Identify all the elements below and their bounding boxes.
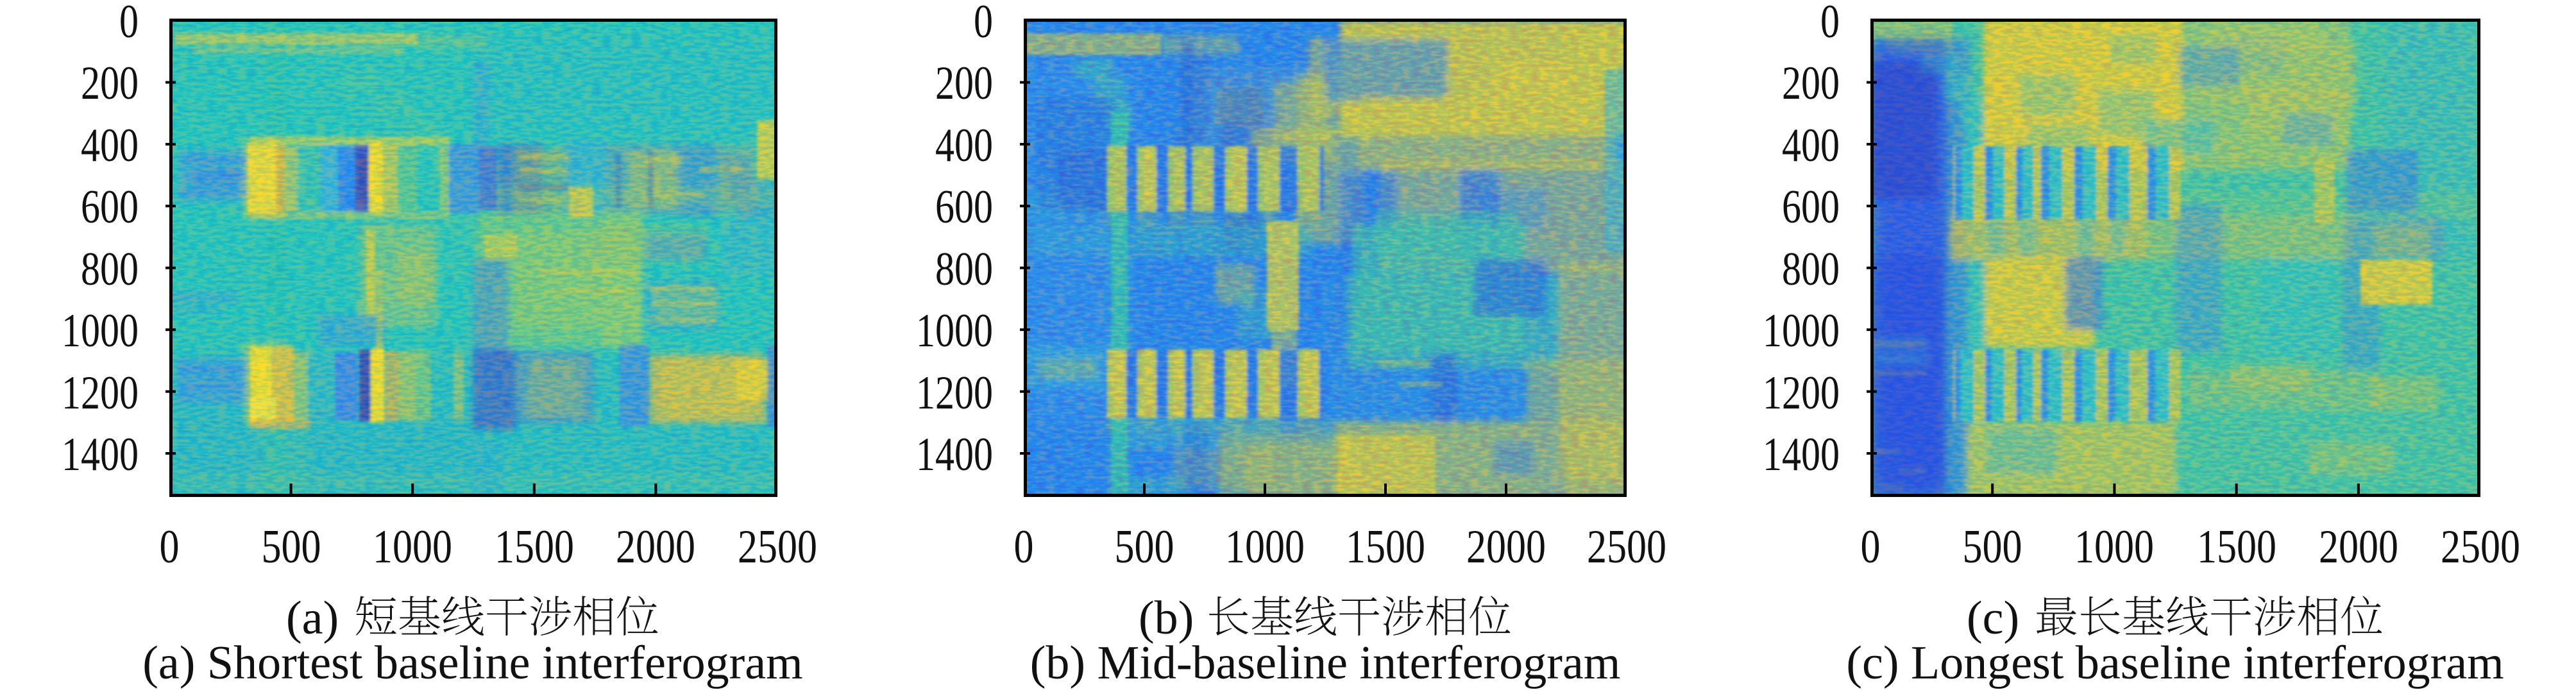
svg-text:400: 400	[1782, 119, 1840, 172]
svg-text:0: 0	[119, 0, 139, 48]
svg-text:1400: 1400	[62, 428, 139, 481]
svg-text:1000: 1000	[62, 305, 139, 357]
svg-text:(c): (c)	[1967, 592, 2019, 644]
svg-text:(a): (a)	[286, 592, 339, 644]
svg-text:0: 0	[1861, 521, 1881, 573]
svg-text:0: 0	[1014, 521, 1034, 573]
svg-text:600: 600	[81, 181, 139, 233]
svg-text:2000: 2000	[1466, 521, 1546, 573]
svg-text:1000: 1000	[1225, 521, 1305, 573]
svg-text:1400: 1400	[916, 428, 993, 481]
svg-text:600: 600	[1782, 181, 1840, 233]
svg-text:2000: 2000	[2319, 521, 2398, 573]
svg-text:1000: 1000	[373, 521, 452, 573]
svg-text:0: 0	[1820, 0, 1840, 48]
svg-text:800: 800	[1782, 243, 1840, 296]
svg-text:1500: 1500	[2197, 521, 2276, 573]
svg-text:0: 0	[160, 521, 180, 573]
svg-text:2500: 2500	[1587, 521, 1666, 573]
svg-text:500: 500	[1115, 521, 1174, 573]
svg-text:(b) Mid-baseline interferogram: (b) Mid-baseline interferogram	[1030, 637, 1621, 689]
svg-text:600: 600	[935, 181, 993, 233]
svg-text:200: 200	[81, 57, 139, 110]
svg-text:1500: 1500	[495, 521, 574, 573]
svg-text:1500: 1500	[1346, 521, 1425, 573]
svg-text:200: 200	[1782, 57, 1840, 110]
svg-text:1400: 1400	[1763, 428, 1840, 481]
svg-text:200: 200	[935, 57, 993, 110]
svg-text:0: 0	[974, 0, 993, 48]
svg-text:1200: 1200	[1763, 367, 1840, 419]
svg-text:(a) Shortest baseline interfer: (a) Shortest baseline interferogram	[142, 637, 802, 689]
svg-text:500: 500	[1963, 521, 2022, 573]
svg-text:1200: 1200	[916, 367, 993, 419]
svg-text:(c) Longest baseline interfero: (c) Longest baseline interferogram	[1846, 637, 2504, 689]
svg-text:1200: 1200	[62, 367, 139, 419]
svg-text:400: 400	[81, 119, 139, 172]
svg-text:2500: 2500	[2441, 521, 2520, 573]
svg-text:800: 800	[81, 243, 139, 296]
svg-text:2500: 2500	[738, 521, 817, 573]
svg-text:400: 400	[935, 119, 993, 172]
svg-text:1000: 1000	[1763, 305, 1840, 357]
svg-text:500: 500	[262, 521, 321, 573]
svg-text:1000: 1000	[916, 305, 993, 357]
svg-text:2000: 2000	[616, 521, 695, 573]
svg-text:1000: 1000	[2074, 521, 2154, 573]
svg-text:800: 800	[935, 243, 993, 296]
svg-text:(b): (b)	[1139, 592, 1194, 644]
